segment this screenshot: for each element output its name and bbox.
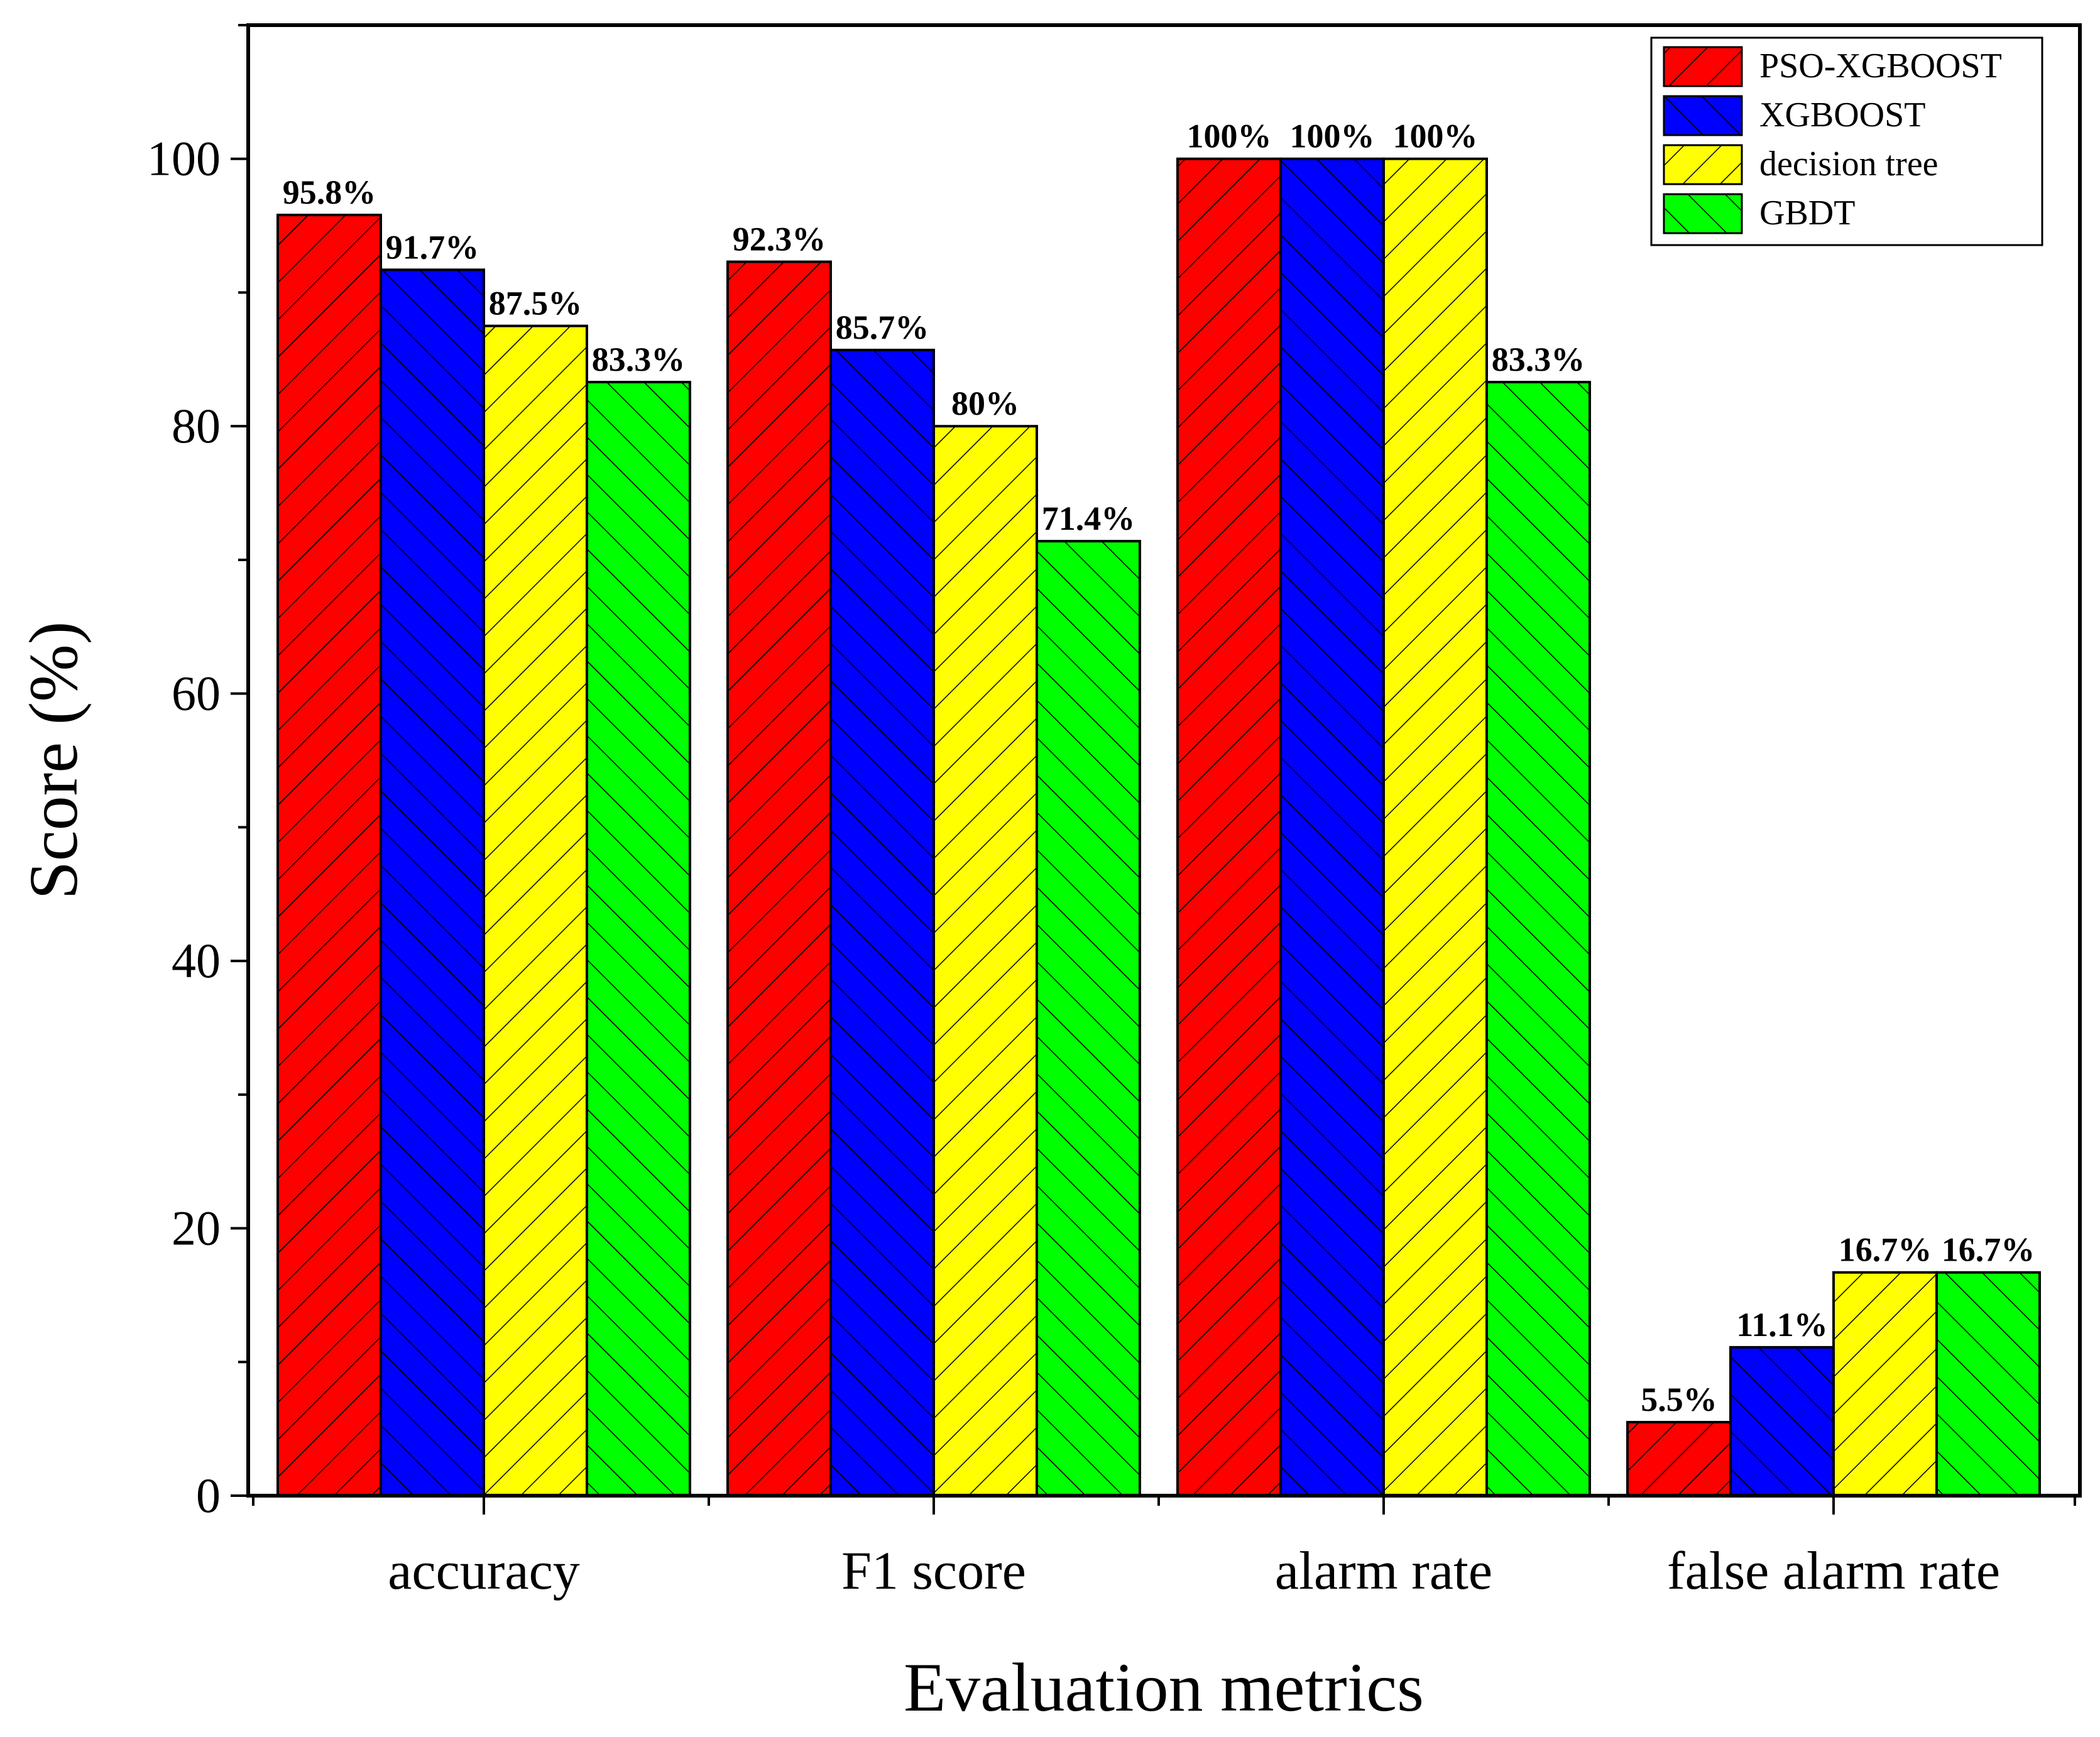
bar-hatch-0-0 xyxy=(278,215,381,1496)
data-label-1-3: 71.4% xyxy=(1042,500,1135,537)
legend: PSO-XGBOOST XGBOOST decision tree GBDT xyxy=(1650,36,2043,246)
legend-swatch-outline-0 xyxy=(1663,46,1743,87)
bar-hatch-1-2 xyxy=(934,426,1037,1496)
y-tick-label-20: 20 xyxy=(172,1201,221,1256)
bar-hatch-2-1 xyxy=(1281,158,1384,1496)
y-tick-label-40: 40 xyxy=(172,933,221,988)
bar-hatch-3-3 xyxy=(1937,1272,2040,1496)
data-label-1-1: 85.7% xyxy=(836,309,929,346)
data-label-3-3: 16.7% xyxy=(1942,1231,2035,1269)
y-axis: 0 20 40 60 80 100 xyxy=(147,24,248,1523)
legend-swatch-outline-1 xyxy=(1663,95,1743,136)
x-axis-title: Evaluation metrics xyxy=(904,1649,1424,1726)
x-tick-label-3: false alarm rate xyxy=(1667,1540,2000,1601)
x-axis: accuracy F1 score alarm rate false alarm ra… xyxy=(252,1496,2076,1601)
bar-hatch-0-3 xyxy=(587,381,690,1496)
data-label-0-1: 91.7% xyxy=(386,228,479,266)
legend-swatch-hatch-3 xyxy=(1664,194,1742,233)
y-axis-title: Score (%) xyxy=(15,622,92,900)
legend-swatch-hatch-0 xyxy=(1664,47,1742,86)
bar-hatch-1-1 xyxy=(831,349,934,1496)
bar-hatch-2-3 xyxy=(1487,381,1590,1496)
bar-hatch-1-3 xyxy=(1037,541,1140,1496)
bar-hatch-2-0 xyxy=(1178,158,1281,1496)
bar-hatch-0-2 xyxy=(484,326,587,1496)
x-tick-label-0: accuracy xyxy=(388,1540,580,1601)
data-label-2-1: 100% xyxy=(1290,118,1375,155)
data-label-3-0: 5.5% xyxy=(1641,1381,1717,1418)
legend-label-1: XGBOOST xyxy=(1759,96,1925,134)
x-tick-label-2: alarm rate xyxy=(1275,1540,1492,1601)
data-label-3-1: 11.1% xyxy=(1736,1306,1828,1344)
data-label-0-0: 95.8% xyxy=(283,173,376,211)
data-labels-layer: 95.8% 91.7% 87.5% 83.3% 92.3% 85.7% 80% 71.4% 10… xyxy=(283,118,2035,1418)
data-label-2-0: 100% xyxy=(1187,118,1272,155)
y-tick-label-100: 100 xyxy=(147,131,221,186)
bar-hatch-0-1 xyxy=(381,270,484,1496)
legend-label-0: PSO-XGBOOST xyxy=(1759,47,2002,85)
bar-hatch-3-2 xyxy=(1834,1272,1937,1496)
bar-hatch-3-0 xyxy=(1627,1422,1731,1496)
plot-frame xyxy=(246,23,2082,1498)
data-label-0-3: 83.3% xyxy=(592,341,686,378)
legend-swatch-outline-2 xyxy=(1663,144,1743,185)
data-label-2-3: 83.3% xyxy=(1492,341,1585,378)
bars-layer xyxy=(276,157,2041,1498)
legend-swatch-hatch-2 xyxy=(1664,145,1742,184)
y-tick-label-0: 0 xyxy=(196,1468,221,1523)
x-tick-label-1: F1 score xyxy=(841,1540,1026,1601)
data-label-3-2: 16.7% xyxy=(1839,1231,1932,1269)
legend-swatch-outline-3 xyxy=(1663,193,1743,234)
y-tick-label-80: 80 xyxy=(172,398,221,453)
bar-hatch-1-0 xyxy=(728,261,831,1496)
y-tick-label-60: 60 xyxy=(172,666,221,721)
bar-hatch-3-1 xyxy=(1731,1347,1834,1496)
legend-label-3: GBDT xyxy=(1759,194,1855,233)
data-label-0-2: 87.5% xyxy=(489,285,582,322)
data-label-1-2: 80% xyxy=(951,385,1019,422)
legend-label-2: decision tree xyxy=(1759,145,1939,184)
data-label-1-0: 92.3% xyxy=(733,221,826,258)
bar-hatch-2-2 xyxy=(1384,158,1487,1496)
legend-swatch-hatch-1 xyxy=(1664,96,1742,135)
data-label-2-2: 100% xyxy=(1393,118,1478,155)
